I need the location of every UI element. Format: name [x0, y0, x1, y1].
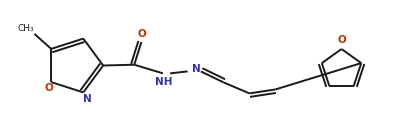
Text: N: N: [83, 94, 92, 104]
Text: O: O: [337, 35, 346, 45]
Text: O: O: [138, 29, 146, 39]
Text: O: O: [45, 83, 53, 93]
Text: CH₃: CH₃: [18, 24, 34, 33]
Text: N: N: [192, 64, 200, 74]
Text: NH: NH: [155, 77, 173, 87]
